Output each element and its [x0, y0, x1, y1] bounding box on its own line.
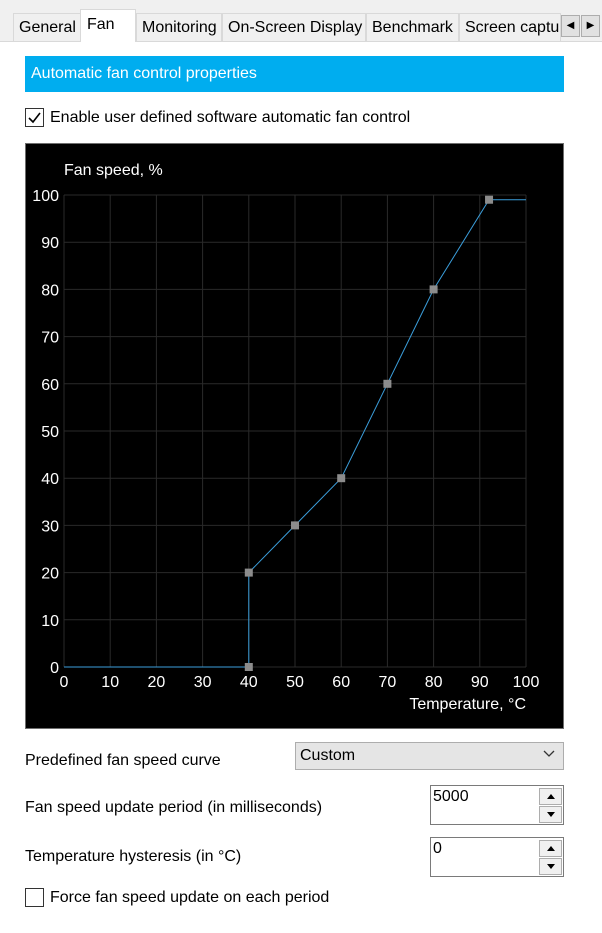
fan-curve-plot[interactable]: 0 10 20 30 40 50 60 70 80 90 100 0 10 20 30 40 50 60 70 80 9… — [26, 144, 563, 728]
x-tick-label: 100 — [513, 674, 540, 691]
update-period-up-button[interactable] — [539, 788, 562, 805]
x-tick-label: 80 — [425, 674, 443, 691]
down-arrow-icon — [547, 812, 555, 817]
tab-screen-capture[interactable]: Screen captu — [459, 13, 561, 41]
y-tick-label: 20 — [41, 566, 59, 583]
curve-control-point — [337, 474, 346, 483]
force-update-option[interactable]: Force fan speed update on each period — [25, 888, 345, 908]
checkmark-icon — [28, 112, 41, 124]
x-tick-label: 70 — [379, 674, 397, 691]
y-tick-label: 70 — [41, 330, 59, 347]
update-period-label: Fan speed update period (in milliseconds… — [25, 799, 323, 816]
y-tick-label: 90 — [41, 235, 59, 252]
fan-tab-panel: Automatic fan control properties Enable … — [0, 41, 602, 933]
x-tick-label: 50 — [286, 674, 304, 691]
update-period-spinner[interactable]: 5000 — [430, 785, 564, 825]
tab-general[interactable]: General — [13, 13, 81, 41]
x-tick-label: 10 — [101, 674, 119, 691]
y-axis-label: Fan speed, % — [64, 162, 163, 179]
curve-control-point — [244, 568, 253, 577]
hysteresis-value[interactable]: 0 — [433, 840, 442, 857]
right-arrow-icon[interactable]: ▶ — [581, 15, 600, 37]
x-tick-label: 30 — [194, 674, 212, 691]
y-tick-label: 50 — [41, 424, 59, 441]
x-tick-label: 90 — [471, 674, 489, 691]
hysteresis-down-button[interactable] — [539, 858, 562, 875]
x-axis-label: Temperature, °C — [409, 696, 526, 713]
tab-monitoring[interactable]: Monitoring — [136, 13, 222, 41]
tab-scroll-buttons: ◀ ▶ — [561, 15, 601, 37]
hysteresis-up-button[interactable] — [539, 840, 562, 857]
fan-curve-chart[interactable]: 0 10 20 30 40 50 60 70 80 90 100 0 10 20 30 40 50 60 70 80 9… — [25, 143, 564, 729]
left-arrow-icon[interactable]: ◀ — [561, 15, 580, 37]
tab-benchmark[interactable]: Benchmark — [366, 13, 459, 41]
x-tick-label: 20 — [148, 674, 166, 691]
y-tick-label: 80 — [41, 282, 59, 299]
y-tick-label: 40 — [41, 471, 59, 488]
tab-strip: General Fan Monitoring On-Screen Display… — [0, 0, 602, 42]
hysteresis-spinner[interactable]: 0 — [430, 837, 564, 877]
x-tick-label: 40 — [240, 674, 258, 691]
update-period-value[interactable]: 5000 — [433, 788, 469, 805]
y-tick-label: 30 — [41, 518, 59, 535]
down-arrow-icon — [547, 864, 555, 869]
tab-fan[interactable]: Fan — [80, 9, 136, 42]
y-tick-label: 10 — [41, 613, 59, 630]
force-update-checkbox[interactable] — [25, 888, 44, 907]
enable-auto-fan-control[interactable]: Enable user defined software automatic f… — [25, 108, 445, 128]
tab-on-screen-display[interactable]: On-Screen Display — [222, 13, 366, 41]
curve-control-point — [244, 663, 253, 671]
force-update-label: Force fan speed update on each period — [50, 889, 330, 906]
hysteresis-label: Temperature hysteresis (in °C) — [25, 848, 242, 865]
y-tick-label: 60 — [41, 377, 59, 394]
up-arrow-icon — [547, 846, 555, 851]
update-period-down-button[interactable] — [539, 806, 562, 823]
y-tick-label: 0 — [50, 660, 59, 677]
curve-control-point — [291, 521, 299, 530]
curve-control-point — [383, 379, 392, 388]
y-tick-label: 100 — [32, 188, 59, 205]
predefined-curve-value: Custom — [300, 747, 356, 764]
enable-auto-checkbox[interactable] — [25, 108, 44, 127]
section-header: Automatic fan control properties — [25, 56, 564, 92]
curve-control-point — [429, 285, 438, 294]
enable-auto-label: Enable user defined software automatic f… — [50, 109, 411, 126]
curve-control-point — [485, 195, 494, 204]
predefined-curve-label: Predefined fan speed curve — [25, 752, 221, 769]
chevron-down-icon — [543, 750, 555, 757]
x-tick-label: 0 — [60, 674, 69, 691]
up-arrow-icon — [547, 794, 555, 799]
predefined-curve-select[interactable]: Custom — [295, 742, 564, 770]
x-tick-label: 60 — [332, 674, 350, 691]
